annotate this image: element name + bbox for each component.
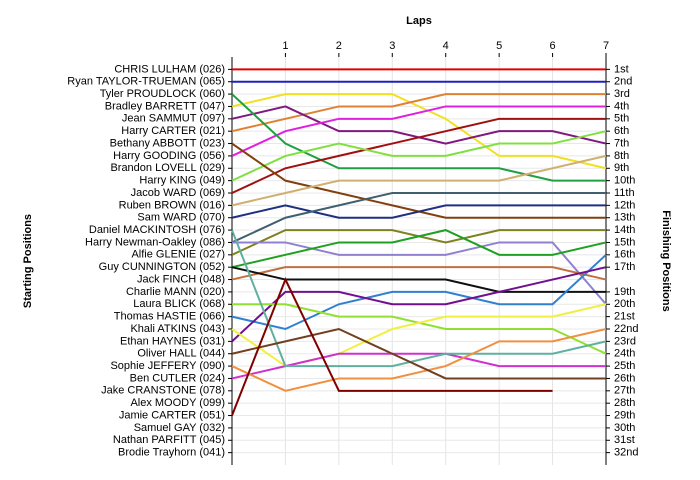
y2-tick-label: 10th xyxy=(614,175,635,187)
y2-tick-label: 7th xyxy=(614,137,629,149)
series-line xyxy=(231,93,606,182)
y2-tick-label: 25th xyxy=(614,360,635,372)
y-tick-label: Harry CARTER (021) xyxy=(121,125,225,137)
y2-tick-label: 21st xyxy=(614,311,635,323)
series-line xyxy=(231,204,606,219)
series-line xyxy=(232,241,607,305)
y-tick-label: Ruben BROWN (016) xyxy=(119,199,225,211)
series-line xyxy=(231,266,607,343)
y2-tick-label: 28th xyxy=(614,397,635,409)
y-tick-label: Harry KING (049) xyxy=(139,175,225,187)
y-tick-label: Alfie GLENIE (027) xyxy=(131,249,225,261)
x-axis-label: Laps xyxy=(406,15,432,27)
y2-tick-label: 1st xyxy=(614,63,629,75)
x-tick-label: 2 xyxy=(336,40,342,52)
y-tick-label: Ryan TAYLOR-TRUEMAN (065) xyxy=(67,76,225,88)
y-tick-label: Charlie MANN (020) xyxy=(126,286,225,298)
y2-tick-label: 19th xyxy=(614,286,635,298)
y2-tick-label: 17th xyxy=(614,261,635,273)
x-tick-label: 3 xyxy=(389,40,395,52)
y2-tick-label: 32nd xyxy=(614,447,638,459)
y2-tick-label: 29th xyxy=(614,409,635,421)
series-line xyxy=(231,105,606,157)
y-tick-label: Harry Newman-Oakley (086) xyxy=(85,236,225,248)
x-tick-label: 4 xyxy=(443,40,449,52)
y2-tick-label: 24th xyxy=(614,348,635,360)
x-tick-label: 1 xyxy=(282,40,288,52)
plot-area xyxy=(232,57,606,465)
y2-tick-label: 22nd xyxy=(614,323,638,335)
y-tick-label: Ben CUTLER (024) xyxy=(130,372,225,384)
y2-tick-label: 4th xyxy=(614,100,629,112)
y2-tick-label: 5th xyxy=(614,113,629,125)
y2-tick-label: 30th xyxy=(614,422,635,434)
y-tick-label: Bethany ABBOTT (023) xyxy=(110,137,225,149)
x-tick-label: 7 xyxy=(603,40,609,52)
y-tick-label: Samuel GAY (032) xyxy=(134,422,225,434)
y-tick-label: Laura BLICK (068) xyxy=(133,298,225,310)
y2-tick-label: 12th xyxy=(614,199,635,211)
y2-tick-label: 31st xyxy=(614,434,635,446)
series-line xyxy=(231,154,607,207)
series-line xyxy=(231,192,606,244)
y-tick-label: Sophie JEFFERY (090) xyxy=(110,360,225,372)
series-line xyxy=(231,254,607,331)
series-line xyxy=(231,327,606,380)
y-tick-label: Daniel MACKINTOSH (076) xyxy=(89,224,225,236)
y-tick-label: CHRIS LULHAM (026) xyxy=(114,63,225,75)
y2-tick-label: 13th xyxy=(614,212,635,224)
y2-tick-label: 2nd xyxy=(614,76,632,88)
y2-tick-label: 3rd xyxy=(614,88,630,100)
y-tick-label: Oliver HALL (044) xyxy=(137,348,225,360)
y-tick-label: Alex MOODY (099) xyxy=(130,397,225,409)
series-line xyxy=(231,229,607,269)
y-tick-label: Nathan PARFITT (045) xyxy=(113,434,225,446)
y-tick-label: Jacob WARD (069) xyxy=(131,187,225,199)
series-line xyxy=(231,328,607,392)
y2-tick-label: 16th xyxy=(614,249,635,261)
x-tick-label: 6 xyxy=(550,40,556,52)
y-tick-label: Tyler PROUDLOCK (060) xyxy=(100,88,225,100)
series-line xyxy=(231,266,607,281)
y-tick-label: Thomas HASTIE (066) xyxy=(114,311,225,323)
y-tick-label: Khali ATKINS (043) xyxy=(130,323,225,335)
series-line xyxy=(231,266,606,293)
y-tick-label: Brandon LOVELL (029) xyxy=(110,162,225,174)
series-line xyxy=(231,352,606,380)
y-tick-label: Jack FINCH (048) xyxy=(137,273,225,285)
y-tick-label: Jean SAMMUT (097) xyxy=(122,113,225,125)
y-axis-label: Starting Positions xyxy=(22,214,34,308)
y2-tick-label: 6th xyxy=(614,125,629,137)
series-line xyxy=(231,130,607,182)
y2-tick-label: 14th xyxy=(614,224,635,236)
y-tick-label: Brodie Trayhorn (041) xyxy=(118,447,225,459)
y-tick-label: Guy CUNNINGTON (052) xyxy=(99,261,225,273)
series-line xyxy=(231,117,606,194)
y-tick-label: Jake CRANSTONE (078) xyxy=(101,385,225,397)
series-line xyxy=(231,93,606,133)
y2-tick-label: 15th xyxy=(614,236,635,248)
x-tick-label: 5 xyxy=(496,40,502,52)
y2-axis-label: Finishing Positions xyxy=(660,210,672,311)
y2-tick-label: 9th xyxy=(614,162,629,174)
y-tick-label: Sam WARD (070) xyxy=(137,212,225,224)
y2-tick-label: 26th xyxy=(614,372,635,384)
y-tick-label: Bradley BARRETT (047) xyxy=(105,100,225,112)
y2-tick-label: 23rd xyxy=(614,335,636,347)
series-line xyxy=(231,93,607,170)
y2-tick-label: 20th xyxy=(614,298,635,310)
y2-tick-label: 27th xyxy=(614,385,635,397)
y2-tick-label: 11th xyxy=(614,187,635,199)
series-line xyxy=(231,277,553,416)
y-tick-label: Harry GOODING (056) xyxy=(113,150,225,162)
y2-tick-label: 8th xyxy=(614,150,629,162)
y-tick-label: Ethan HAYNES (031) xyxy=(120,335,225,347)
series-line xyxy=(231,229,607,368)
y-tick-label: Jamie CARTER (051) xyxy=(119,409,225,421)
